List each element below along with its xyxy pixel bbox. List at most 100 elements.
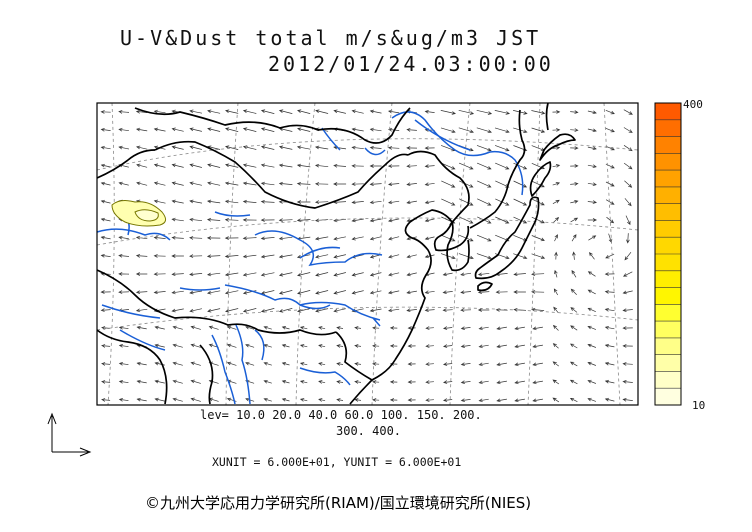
wind-vector xyxy=(531,145,546,152)
wind-vector xyxy=(514,380,525,385)
wind-vector xyxy=(318,380,326,384)
wind-vector xyxy=(460,380,471,385)
vector-unit-info: XUNIT = 6.000E+01, YUNIT = 6.000E+01 xyxy=(212,455,462,469)
wind-vector xyxy=(605,199,615,205)
wind-vector xyxy=(478,344,489,349)
wind-vector xyxy=(604,361,615,366)
wind-vector xyxy=(424,164,435,168)
wind-vector xyxy=(552,343,559,349)
wind-vector xyxy=(406,146,418,150)
wind-vector xyxy=(572,251,576,260)
wind-vector xyxy=(531,235,545,242)
wind-vector xyxy=(513,272,526,277)
wind-vector xyxy=(459,180,474,188)
wind-vector xyxy=(118,397,129,402)
wind-vector xyxy=(336,344,344,348)
wind-vector xyxy=(299,380,308,384)
wind-vector xyxy=(622,326,633,330)
wind-vector xyxy=(406,182,417,187)
wind-vector xyxy=(333,254,346,259)
wind-vector xyxy=(460,344,471,349)
wind-vector xyxy=(406,200,417,205)
wind-vector xyxy=(333,236,346,241)
wind-vector xyxy=(387,146,400,150)
wind-vector xyxy=(242,145,257,150)
wind-vector xyxy=(570,182,579,186)
wind-vector xyxy=(460,290,472,295)
wind-vector xyxy=(570,217,579,223)
wind-vector-field xyxy=(100,109,633,403)
wind-vector xyxy=(425,362,434,366)
wind-vector xyxy=(207,127,221,132)
colorbar-step xyxy=(655,136,681,154)
wind-vector xyxy=(171,290,184,295)
wind-vector xyxy=(554,269,558,278)
wind-vector xyxy=(136,127,148,132)
wind-vector xyxy=(477,198,492,206)
wind-vector xyxy=(153,272,166,276)
wind-vector xyxy=(440,110,457,115)
wind-vector xyxy=(206,290,221,295)
colorbar-step xyxy=(655,304,681,322)
wind-vector xyxy=(336,380,344,384)
wind-vector xyxy=(570,110,579,114)
wind-vector xyxy=(171,308,184,313)
wind-vector xyxy=(369,200,382,205)
wind-vector xyxy=(552,182,561,186)
wind-vector xyxy=(369,164,382,168)
wind-vector xyxy=(189,272,203,277)
wind-vector xyxy=(624,251,632,261)
wind-vector xyxy=(476,127,492,134)
wind-vector xyxy=(531,290,545,294)
wind-vector xyxy=(242,218,257,222)
wind-vector xyxy=(154,343,165,348)
wind-vector xyxy=(136,397,147,402)
wind-vector xyxy=(242,254,257,259)
wind-vector xyxy=(297,127,311,132)
wind-vector xyxy=(514,344,525,349)
wind-vector xyxy=(554,234,558,242)
wind-vector xyxy=(587,164,597,169)
map-frame xyxy=(96,102,639,406)
wind-vector xyxy=(207,109,221,114)
wind-vector xyxy=(460,308,472,312)
wind-vector xyxy=(588,235,597,241)
wind-vector xyxy=(389,326,398,330)
wind-vector xyxy=(260,308,275,313)
wind-vector xyxy=(242,163,257,168)
wind-vector xyxy=(458,253,474,260)
wind-vector xyxy=(296,181,311,186)
wind-vector xyxy=(225,163,239,168)
wind-vector xyxy=(153,163,166,168)
wind-vector xyxy=(171,217,184,222)
wind-vector xyxy=(171,254,184,258)
wind-vector xyxy=(136,163,148,168)
wind-vector xyxy=(424,109,435,114)
wind-vector xyxy=(460,398,471,403)
wind-vector xyxy=(171,272,184,277)
wind-vector xyxy=(296,200,311,204)
wind-vector xyxy=(153,199,166,204)
wind-vector xyxy=(440,127,456,134)
wind-vector xyxy=(190,325,201,330)
wind-vector xyxy=(372,344,380,348)
wind-vector xyxy=(118,145,129,150)
wind-vector xyxy=(587,397,597,402)
wind-vector xyxy=(224,254,239,259)
wind-vector xyxy=(297,290,311,295)
wind-vector xyxy=(153,254,166,258)
wind-vector xyxy=(351,127,364,132)
wind-vector xyxy=(531,180,545,188)
wind-vector xyxy=(460,272,472,277)
wind-vector xyxy=(552,361,560,367)
wind-vector xyxy=(315,109,329,114)
wind-vector xyxy=(225,109,239,114)
wind-vector xyxy=(278,109,293,114)
wind-vector xyxy=(513,290,526,294)
wind-vector xyxy=(153,181,166,186)
wind-vector xyxy=(260,272,275,277)
wind-vector xyxy=(315,254,329,259)
wind-vector xyxy=(622,362,633,366)
wind-vector xyxy=(513,180,528,188)
wind-vector xyxy=(260,199,275,204)
